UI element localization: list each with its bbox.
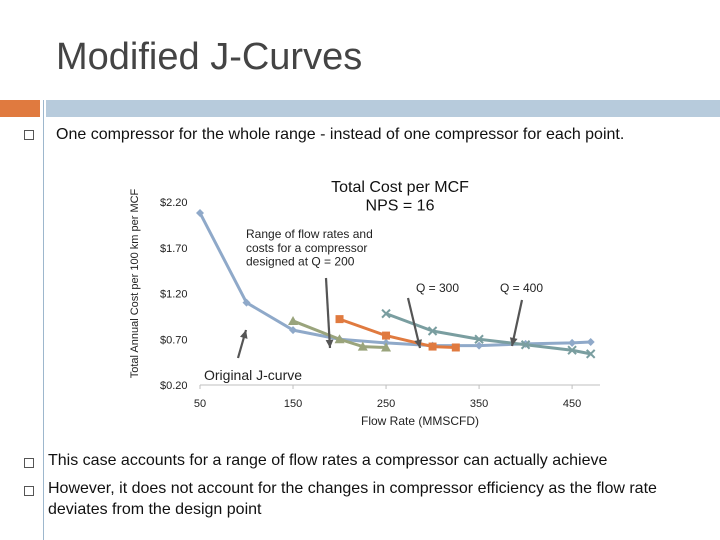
annotation-q300: Q = 300 [416,281,459,295]
data-point [196,208,204,217]
x-tick-label: 250 [377,398,395,410]
data-point [428,342,437,351]
series-line [339,317,456,349]
y-tick-label: $2.20 [160,197,188,209]
x-tick-label: 50 [194,398,206,410]
arrow-range [324,277,332,349]
y-tick-label: $0.70 [160,334,188,346]
arrow-q300-head [414,339,422,348]
arrow-original-head [240,330,248,339]
series-line [292,319,387,349]
y-tick-label: $1.20 [160,289,188,301]
data-point [567,345,577,355]
data-point [568,338,577,347]
data-point [381,342,392,352]
series-line [198,212,591,348]
y-tick-label: $0.20 [160,380,188,392]
x-axis-label: Flow Rate (MMSCFD) [361,414,479,428]
arrow-range-head [325,339,334,348]
data-point [288,315,299,325]
x-tick-label: 450 [563,398,581,410]
x-tick-label: 350 [470,398,488,410]
bullet-icon [24,130,34,140]
title-bar [46,100,720,117]
y-tick-label: $1.70 [160,243,188,255]
series-line [385,312,591,356]
left-rule [43,100,44,540]
data-point [242,298,251,307]
data-point [585,349,596,359]
data-point [289,326,298,335]
annotation-range: Range of flow rates and costs for a compr… [246,227,373,269]
bullet-text-3: However, it does not account for the cha… [48,480,657,518]
data-point [475,341,484,350]
accent-bar [0,100,40,117]
data-point [335,315,344,324]
bullet-text-2: This case accounts for a range of flow r… [48,452,608,469]
bullet-icon [24,486,34,496]
bullet-icon [24,458,34,468]
data-point [474,334,484,344]
bullet-text-1: One compressor for the whole range - ins… [56,126,625,143]
data-point [381,308,391,319]
chart-title: Total Cost per MCF NPS = 16 [331,179,469,214]
x-tick-label: 150 [284,398,302,410]
y-axis-label: Total Annual Cost per 100 km per MCF [129,188,141,378]
slide-title: Modified J-Curves [56,36,363,78]
cost-chart: 50 150 250 350 450 $0.20 $0.70 $1.20 $1.70 $2.20 F… [129,179,600,428]
data-point [427,326,438,336]
data-point [334,334,345,344]
data-point [357,341,368,351]
data-point [586,337,595,346]
annotation-original: Original J-curve [204,367,302,383]
arrow-q300 [406,297,422,349]
data-point [451,343,460,352]
data-point [382,331,391,340]
annotation-q400: Q = 400 [500,281,543,295]
data-point [520,340,531,350]
arrow-q400-head [509,337,518,346]
